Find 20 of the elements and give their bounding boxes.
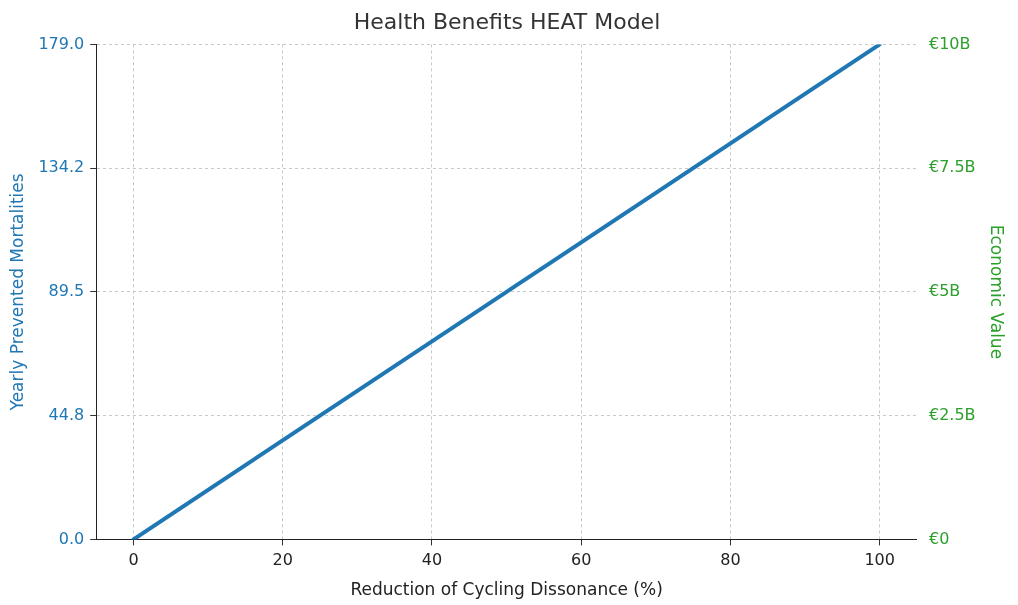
y2-tick-label: €0	[929, 528, 950, 548]
y2-tick-label: €5B	[929, 281, 961, 301]
x-tick-label: 100	[864, 550, 895, 570]
y-tick-label: 179.0	[38, 33, 85, 53]
y2-tick-label: €7.5B	[929, 157, 976, 177]
x-tick-label: 0	[128, 550, 139, 570]
y-axis-title: Yearly Prevented Mortalities	[6, 173, 27, 412]
y-tick-label: 44.8	[48, 404, 85, 424]
y-tick-label: 89.5	[48, 281, 85, 301]
x-tick-label: 20	[272, 550, 293, 570]
y-tick-label: 134.2	[38, 157, 85, 177]
y2-tick-label: €10B	[929, 33, 971, 53]
y-tick-label: 0.0	[58, 528, 85, 548]
x-tick-label: 80	[720, 550, 741, 570]
chart-title: Health Benefits HEAT Model	[353, 8, 661, 34]
x-tick-label: 40	[421, 550, 443, 570]
x-axis-title: Reduction of Cycling Dissonance (%)	[350, 579, 663, 600]
y2-axis-title: Economic Value	[987, 224, 1008, 360]
y2-tick-label: €2.5B	[929, 404, 976, 424]
x-tick-label: 60	[571, 550, 592, 570]
